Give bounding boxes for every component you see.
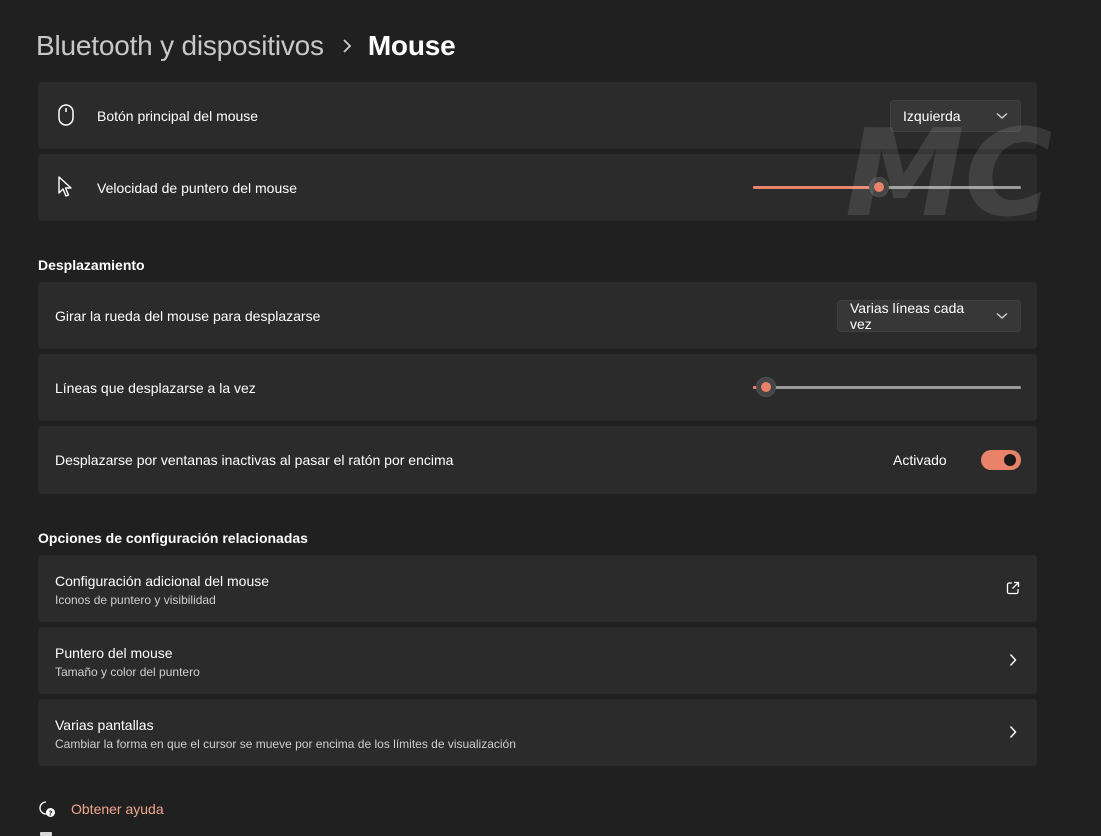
scroll-lines-slider[interactable]	[753, 377, 1021, 397]
mouse-icon	[56, 104, 76, 126]
related-item-subtitle: Iconos de puntero y visibilidad	[55, 593, 216, 607]
related-item-subtitle: Tamaño y color del puntero	[55, 665, 200, 679]
slider-track	[753, 386, 1021, 389]
toggle-knob	[1004, 454, 1016, 466]
breadcrumb: Bluetooth y dispositivos Mouse	[36, 26, 456, 66]
cursor-arrow-icon	[56, 176, 76, 198]
pointer-speed-slider[interactable]	[753, 177, 1021, 197]
feedback-icon	[40, 832, 52, 836]
scroll-lines-card: Líneas que desplazarse a la vez	[38, 354, 1037, 421]
help-chat-icon: ?	[38, 800, 56, 818]
scroll-lines-label: Líneas que desplazarse a la vez	[55, 379, 256, 396]
wheel-scroll-value: Varias líneas cada vez	[850, 299, 965, 332]
external-link-icon	[1005, 580, 1021, 596]
pointer-speed-card: Velocidad de puntero del mouse	[38, 154, 1037, 221]
breadcrumb-parent[interactable]: Bluetooth y dispositivos	[36, 30, 324, 61]
related-item-subtitle: Cambiar la forma en que el cursor se mue…	[55, 737, 516, 751]
chevron-right-icon	[1005, 652, 1021, 668]
wheel-scroll-card: Girar la rueda del mouse para desplazars…	[38, 282, 1037, 349]
get-help-label: Obtener ayuda	[71, 801, 164, 817]
slider-thumb[interactable]	[756, 377, 777, 397]
slider-fill	[753, 186, 879, 189]
pointer-speed-label: Velocidad de puntero del mouse	[97, 179, 298, 196]
related-item-multiple-displays[interactable]: Varias pantallas Cambiar la forma en que…	[38, 699, 1037, 766]
inactive-scroll-toggle[interactable]	[981, 450, 1021, 470]
related-item-mouse-pointer[interactable]: Puntero del mouse Tamaño y color del pun…	[38, 627, 1037, 694]
primary-button-label: Botón principal del mouse	[97, 107, 259, 124]
toggle-state-text: Activado	[893, 452, 947, 468]
slider-thumb[interactable]	[868, 177, 889, 197]
section-title-related: Opciones de configuración relacionadas	[38, 530, 308, 546]
svg-text:?: ?	[48, 809, 52, 817]
chevron-down-icon	[996, 312, 1008, 320]
chevron-down-icon	[996, 112, 1008, 120]
chevron-right-icon	[342, 39, 352, 53]
related-item-title: Configuración adicional del mouse	[55, 573, 270, 589]
wheel-scroll-dropdown[interactable]: Varias líneas cada vez	[837, 299, 1021, 332]
chevron-right-icon	[1005, 724, 1021, 740]
primary-button-value: Izquierda	[903, 107, 961, 124]
wheel-scroll-label: Girar la rueda del mouse para desplazars…	[55, 307, 321, 324]
section-title-scrolling: Desplazamiento	[38, 257, 145, 273]
inactive-scroll-label: Desplazarse por ventanas inactivas al pa…	[55, 452, 454, 468]
related-item-title: Puntero del mouse	[55, 645, 173, 661]
related-item-title: Varias pantallas	[55, 717, 154, 733]
get-help-link[interactable]: ? Obtener ayuda	[38, 800, 164, 818]
page-title: Mouse	[367, 30, 456, 61]
primary-button-dropdown[interactable]: Izquierda	[890, 99, 1021, 132]
related-item-additional-mouse[interactable]: Configuración adicional del mouse Iconos…	[38, 555, 1037, 622]
inactive-scroll-card: Desplazarse por ventanas inactivas al pa…	[38, 426, 1037, 494]
primary-button-card: Botón principal del mouse Izquierda	[38, 82, 1037, 149]
